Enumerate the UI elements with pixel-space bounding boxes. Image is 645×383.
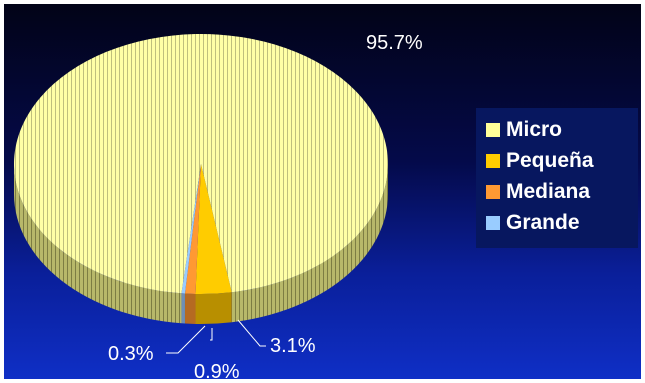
data-label-pequena: 3.1% xyxy=(270,335,316,357)
pie-side-pequena xyxy=(195,292,232,324)
pie-slice-pequena xyxy=(195,164,232,294)
pie-slice-grande xyxy=(181,164,201,294)
legend: Micro Pequeña Mediana Grande xyxy=(476,108,638,248)
legend-label-micro: Micro xyxy=(506,118,563,141)
leader-line-mediana xyxy=(210,328,213,341)
pie-chart: 95.7% 3.1% 0.9% 0.3% xyxy=(14,32,423,379)
legend-swatch-grande xyxy=(486,216,500,230)
legend-label-grande: Grande xyxy=(506,211,580,234)
pie-slice-micro xyxy=(14,33,389,294)
data-label-mediana: 0.9% xyxy=(194,361,240,379)
legend-swatch-micro xyxy=(486,123,500,137)
legend-item-pequena: Pequeña xyxy=(486,149,594,173)
legend-swatch-mediana xyxy=(486,185,500,199)
data-label-grande: 0.3% xyxy=(108,343,154,365)
pie-side-micro xyxy=(14,164,182,324)
leader-line-grande xyxy=(166,325,206,354)
pie-side-micro xyxy=(231,164,388,323)
legend-label-mediana: Mediana xyxy=(506,180,591,203)
legend-item-mediana: Mediana xyxy=(486,180,590,204)
pie-side-grande xyxy=(181,293,185,324)
legend-swatch-pequena xyxy=(486,154,500,168)
pie-slice-mediana xyxy=(184,164,201,294)
legend-item-micro: Micro xyxy=(486,118,562,142)
chart-frame: 95.7% 3.1% 0.9% 0.3% Micro Pequeña Media… xyxy=(4,4,641,379)
pie-side-mediana xyxy=(184,293,196,324)
leader-line-pequena xyxy=(237,319,266,347)
legend-label-pequena: Pequeña xyxy=(506,149,594,172)
data-label-micro: 95.7% xyxy=(366,32,423,54)
legend-item-grande: Grande xyxy=(486,211,580,235)
